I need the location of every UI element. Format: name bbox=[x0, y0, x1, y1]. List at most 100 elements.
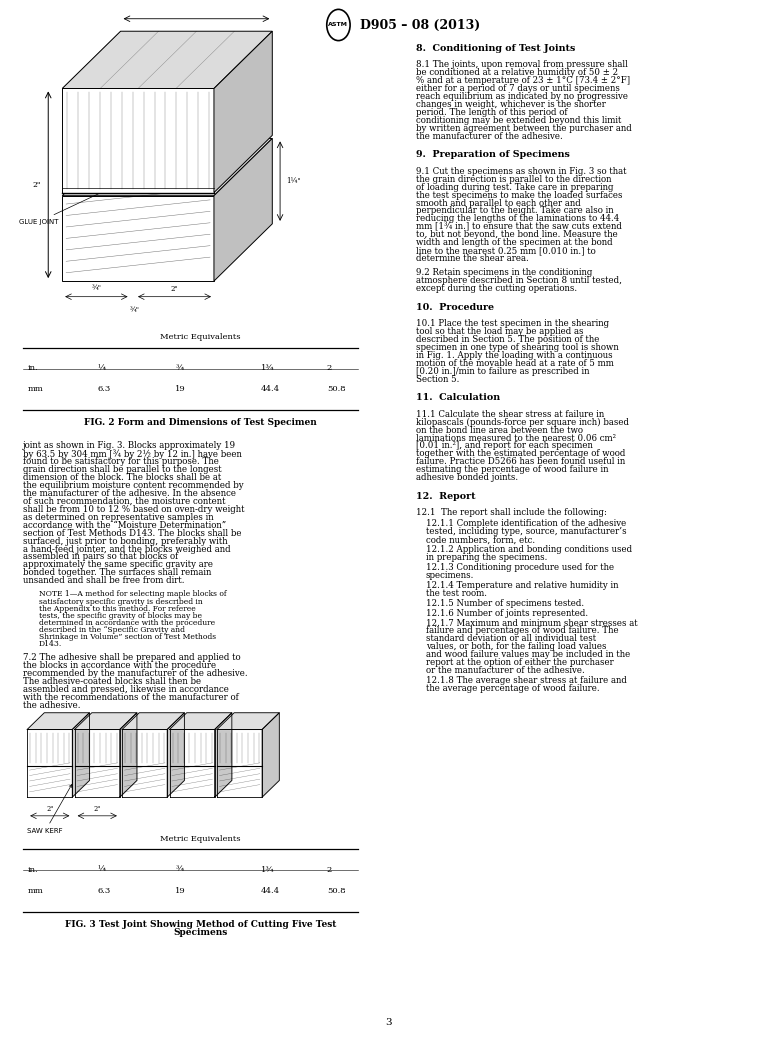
Text: 6.3: 6.3 bbox=[97, 887, 110, 894]
Text: 12.1.6 Number of joints represented.: 12.1.6 Number of joints represented. bbox=[426, 609, 587, 617]
Polygon shape bbox=[62, 138, 272, 196]
Text: conditioning may be extended beyond this limit: conditioning may be extended beyond this… bbox=[416, 116, 622, 125]
Polygon shape bbox=[122, 713, 184, 730]
Text: Shrinkage in Volume” section of Test Methods: Shrinkage in Volume” section of Test Met… bbox=[39, 633, 216, 640]
Text: laminations measured to the nearest 0.06 cm²: laminations measured to the nearest 0.06… bbox=[416, 433, 616, 442]
Text: ASTM: ASTM bbox=[328, 23, 349, 27]
Text: described in Section 5. The position of the: described in Section 5. The position of … bbox=[416, 335, 600, 344]
Text: Section 5.: Section 5. bbox=[416, 375, 460, 384]
Text: specimen in one type of shearing tool is shown: specimen in one type of shearing tool is… bbox=[416, 342, 619, 352]
Polygon shape bbox=[214, 138, 272, 281]
Text: atmosphere described in Section 8 until tested,: atmosphere described in Section 8 until … bbox=[416, 276, 622, 285]
Text: together with the estimated percentage of wood: together with the estimated percentage o… bbox=[416, 450, 626, 458]
Text: tool so that the load may be applied as: tool so that the load may be applied as bbox=[416, 327, 584, 336]
Text: FIG. 3 Test Joint Showing Method of Cutting Five Test: FIG. 3 Test Joint Showing Method of Cutt… bbox=[65, 920, 336, 929]
Text: 9.2 Retain specimens in the conditioning: 9.2 Retain specimens in the conditioning bbox=[416, 269, 593, 277]
Text: failure and percentages of wood failure. The: failure and percentages of wood failure.… bbox=[426, 627, 619, 635]
Text: Specimens: Specimens bbox=[173, 929, 227, 937]
Text: 12.1.8 The average shear stress at failure and: 12.1.8 The average shear stress at failu… bbox=[426, 676, 626, 685]
Polygon shape bbox=[167, 713, 184, 797]
Text: 1¼": 1¼" bbox=[286, 177, 301, 185]
Text: 12.1.1 Complete identification of the adhesive: 12.1.1 Complete identification of the ad… bbox=[426, 519, 626, 529]
Text: the blocks in accordance with the procedure: the blocks in accordance with the proced… bbox=[23, 661, 216, 670]
Text: SAW KERF: SAW KERF bbox=[27, 785, 72, 834]
Polygon shape bbox=[62, 31, 272, 88]
Text: section of Test Methods D143. The blocks shall be: section of Test Methods D143. The blocks… bbox=[23, 529, 242, 538]
Text: failure. Practice D5266 has been found useful in: failure. Practice D5266 has been found u… bbox=[416, 457, 626, 466]
Text: 7.2 The adhesive shall be prepared and applied to: 7.2 The adhesive shall be prepared and a… bbox=[23, 653, 241, 662]
Text: tests, the specific gravity of blocks may be: tests, the specific gravity of blocks ma… bbox=[39, 612, 202, 619]
Text: with the recommendations of the manufacturer of: with the recommendations of the manufact… bbox=[23, 692, 239, 702]
Text: approximately the same specific gravity are: approximately the same specific gravity … bbox=[23, 560, 213, 569]
Text: joint as shown in Fig. 3. Blocks approximately 19: joint as shown in Fig. 3. Blocks approxi… bbox=[23, 441, 237, 451]
Text: 12.1.3 Conditioning procedure used for the: 12.1.3 Conditioning procedure used for t… bbox=[426, 563, 614, 572]
Text: smooth and parallel to each other and: smooth and parallel to each other and bbox=[416, 199, 581, 207]
Text: 2": 2" bbox=[170, 284, 178, 293]
Text: determine the shear area.: determine the shear area. bbox=[416, 254, 529, 263]
Text: of such recommendation, the moisture content: of such recommendation, the moisture con… bbox=[23, 497, 226, 506]
Text: 8.  Conditioning of Test Joints: 8. Conditioning of Test Joints bbox=[416, 44, 576, 53]
Text: mm [1¾ in.] to ensure that the saw cuts extend: mm [1¾ in.] to ensure that the saw cuts … bbox=[416, 223, 622, 232]
Text: D143.: D143. bbox=[39, 640, 62, 648]
Text: assembled in pairs so that blocks of: assembled in pairs so that blocks of bbox=[23, 553, 179, 561]
Polygon shape bbox=[27, 713, 89, 730]
Text: satisfactory specific gravity is described in: satisfactory specific gravity is describ… bbox=[39, 598, 202, 606]
Text: mm: mm bbox=[27, 385, 43, 393]
Text: accordance with the “Moisture Determination”: accordance with the “Moisture Determinat… bbox=[23, 520, 226, 530]
Text: ¾": ¾" bbox=[130, 306, 140, 314]
Text: either for a period of 7 days or until specimens: either for a period of 7 days or until s… bbox=[416, 84, 620, 94]
Text: width and length of the specimen at the bond: width and length of the specimen at the … bbox=[416, 238, 613, 247]
Text: changes in weight, whichever is the shorter: changes in weight, whichever is the shor… bbox=[416, 100, 606, 109]
Text: reach equilibrium as indicated by no progressive: reach equilibrium as indicated by no pro… bbox=[416, 92, 628, 101]
Text: the test specimens to make the loaded surfaces: the test specimens to make the loaded su… bbox=[416, 191, 622, 200]
Text: Metric Equivalents: Metric Equivalents bbox=[160, 333, 240, 341]
Text: 2: 2 bbox=[327, 866, 332, 873]
Text: as determined on representative samples in: as determined on representative samples … bbox=[23, 513, 214, 522]
Text: perpendicular to the height. Take care also in: perpendicular to the height. Take care a… bbox=[416, 206, 614, 215]
Text: 50.8: 50.8 bbox=[327, 887, 345, 894]
Text: assembled and pressed, likewise in accordance: assembled and pressed, likewise in accor… bbox=[23, 685, 230, 693]
Text: ¾": ¾" bbox=[91, 284, 101, 293]
Text: estimating the percentage of wood failure in: estimating the percentage of wood failur… bbox=[416, 465, 608, 475]
Text: and wood failure values may be included in the: and wood failure values may be included … bbox=[426, 651, 630, 659]
Text: a hand-feed jointer, and the blocks weighed and: a hand-feed jointer, and the blocks weig… bbox=[23, 544, 231, 554]
Text: the manufacturer of the adhesive.: the manufacturer of the adhesive. bbox=[416, 132, 563, 141]
Text: in.: in. bbox=[27, 364, 38, 373]
Text: motion of the movable head at a rate of 5 mm: motion of the movable head at a rate of … bbox=[416, 359, 614, 367]
Text: the adhesive.: the adhesive. bbox=[23, 701, 81, 710]
Text: 1¾: 1¾ bbox=[261, 364, 274, 373]
Text: mm: mm bbox=[27, 887, 43, 894]
Text: 2: 2 bbox=[327, 364, 332, 373]
Text: recommended by the manufacturer of the adhesive.: recommended by the manufacturer of the a… bbox=[23, 669, 248, 678]
Text: kilopascals (pounds-force per square inch) based: kilopascals (pounds-force per square inc… bbox=[416, 417, 629, 427]
Text: or the manufacturer of the adhesive.: or the manufacturer of the adhesive. bbox=[426, 666, 584, 676]
Text: 1¾: 1¾ bbox=[261, 866, 274, 873]
Text: bonded together. The surfaces shall remain: bonded together. The surfaces shall rema… bbox=[23, 568, 212, 578]
Text: found to be satisfactory for this purpose. The: found to be satisfactory for this purpos… bbox=[23, 457, 219, 466]
Text: ¾: ¾ bbox=[175, 364, 183, 373]
Text: in Fig. 1. Apply the loading with a continuous: in Fig. 1. Apply the loading with a cont… bbox=[416, 351, 613, 360]
Text: 12.  Report: 12. Report bbox=[416, 491, 476, 501]
Text: the equilibrium moisture content recommended by: the equilibrium moisture content recomme… bbox=[23, 481, 244, 490]
Text: [0.01 in.²], and report for each specimen: [0.01 in.²], and report for each specime… bbox=[416, 441, 593, 451]
Text: 9.  Preparation of Specimens: 9. Preparation of Specimens bbox=[416, 150, 570, 159]
Text: in preparing the specimens.: in preparing the specimens. bbox=[426, 553, 547, 562]
Text: The adhesive-coated blocks shall then be: The adhesive-coated blocks shall then be bbox=[23, 677, 202, 686]
Text: 44.4: 44.4 bbox=[261, 385, 280, 393]
Text: 12.1.7 Maximum and minimum shear stresses at: 12.1.7 Maximum and minimum shear stresse… bbox=[426, 618, 637, 628]
Text: GLUE JOINT: GLUE JOINT bbox=[19, 191, 104, 225]
Text: 10.1 Place the test specimen in the shearing: 10.1 Place the test specimen in the shea… bbox=[416, 320, 609, 328]
Text: to, but not beyond, the bond line. Measure the: to, but not beyond, the bond line. Measu… bbox=[416, 230, 618, 239]
Text: described in the “Specific Gravity and: described in the “Specific Gravity and bbox=[39, 626, 185, 634]
Text: FIG. 2 Form and Dimensions of Test Specimen: FIG. 2 Form and Dimensions of Test Speci… bbox=[84, 418, 317, 428]
Text: of loading during test. Take care in preparing: of loading during test. Take care in pre… bbox=[416, 182, 614, 192]
Text: unsanded and shall be free from dirt.: unsanded and shall be free from dirt. bbox=[23, 577, 185, 585]
Text: the Appendix to this method. For referee: the Appendix to this method. For referee bbox=[39, 605, 195, 612]
Text: 50.8: 50.8 bbox=[327, 385, 345, 393]
Text: 12.1.2 Application and bonding conditions used: 12.1.2 Application and bonding condition… bbox=[426, 545, 632, 554]
Text: in.: in. bbox=[27, 866, 38, 873]
Text: 12.1.5 Number of specimens tested.: 12.1.5 Number of specimens tested. bbox=[426, 599, 584, 608]
Text: ¼: ¼ bbox=[97, 364, 105, 373]
Polygon shape bbox=[215, 713, 232, 797]
Text: specimens.: specimens. bbox=[426, 570, 474, 580]
